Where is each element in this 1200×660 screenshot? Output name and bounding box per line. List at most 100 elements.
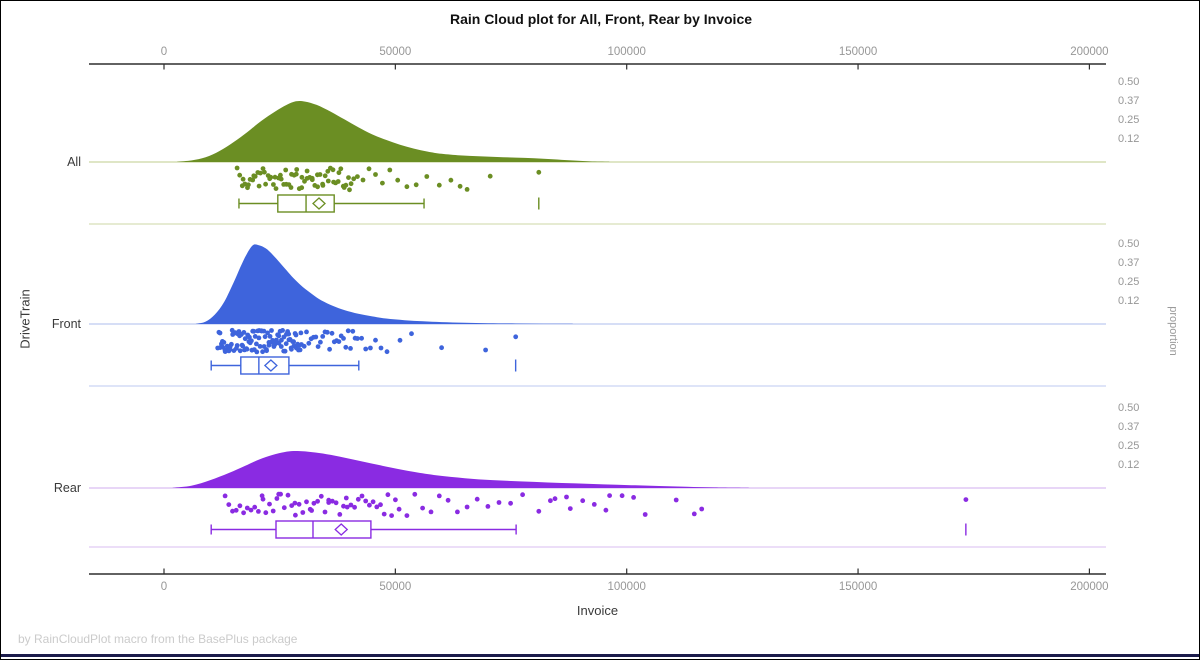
- rain-dot-rear: [496, 500, 502, 505]
- rain-dot-all: [258, 170, 263, 176]
- rain-dot-all: [304, 176, 310, 181]
- rain-dot-front: [264, 348, 269, 354]
- rain-dot-all: [536, 169, 542, 175]
- proportion-tick-label: 0.12: [1118, 295, 1139, 307]
- rain-dot-rear: [248, 507, 254, 513]
- rain-dot-rear: [256, 509, 261, 514]
- rain-dot-all: [262, 169, 267, 175]
- x-tick-label-bottom: 150000: [839, 581, 877, 593]
- proportion-tick-label: 0.37: [1118, 421, 1139, 433]
- rain-dot-rear: [304, 499, 309, 505]
- rain-dot-front: [288, 345, 294, 351]
- rain-dot-all: [272, 174, 278, 180]
- rain-dot-rear: [464, 504, 470, 510]
- rain-dot-all: [309, 177, 315, 183]
- density-all: [176, 101, 610, 162]
- rain-dot-front: [359, 335, 364, 341]
- rain-dot-front: [256, 335, 262, 341]
- rain-dot-rear: [963, 497, 969, 502]
- rain-dot-rear: [619, 493, 625, 499]
- rain-dot-front: [355, 336, 360, 341]
- proportion-tick-label: 0.37: [1118, 95, 1139, 107]
- rain-dot-all: [299, 185, 305, 191]
- rain-dot-all: [487, 173, 493, 179]
- rain-dot-rear: [343, 495, 349, 501]
- rain-dot-all: [299, 174, 305, 180]
- density-front: [195, 244, 574, 324]
- rain-dot-all: [322, 173, 328, 179]
- rain-dot-front: [513, 334, 519, 340]
- rain-dot-front: [368, 345, 373, 351]
- rain-dot-front: [341, 336, 346, 341]
- rain-dot-front: [329, 330, 335, 336]
- rain-dot-all: [234, 165, 240, 171]
- rain-dot-rear: [226, 502, 232, 507]
- rain-dot-rear: [252, 504, 258, 510]
- rain-dot-rear: [520, 492, 525, 498]
- rain-dot-front: [222, 347, 228, 353]
- mean-diamond-all: [312, 197, 326, 210]
- rain-dot-front: [217, 330, 223, 336]
- rain-dot-front: [260, 349, 265, 355]
- rain-dot-front: [324, 329, 330, 335]
- rain-dot-front: [249, 338, 254, 344]
- rain-dot-front: [296, 347, 301, 353]
- bottom-bar: [1, 654, 1199, 657]
- x-tick-label-bottom: 0: [161, 581, 167, 593]
- rain-dot-rear: [474, 496, 480, 502]
- rain-dot-rear: [420, 505, 425, 511]
- rain-dot-rear: [591, 502, 597, 507]
- rain-dot-rear: [396, 506, 402, 512]
- rain-dot-rear: [233, 507, 239, 513]
- x-tick-label-bottom: 200000: [1070, 581, 1108, 593]
- rain-dot-front: [241, 330, 247, 335]
- category-label-rear: Rear: [54, 481, 81, 495]
- rain-dot-front: [397, 337, 403, 343]
- rain-dot-front: [266, 342, 272, 348]
- rain-dot-all: [293, 171, 299, 177]
- rain-dot-rear: [363, 498, 369, 504]
- mean-diamond-front: [263, 359, 278, 372]
- rain-dot-front: [348, 346, 353, 351]
- rain-dot-all: [315, 184, 320, 190]
- rain-dot-front: [232, 330, 238, 336]
- rain-dot-front: [224, 343, 230, 349]
- rain-dot-all: [237, 172, 243, 178]
- rain-dot-rear: [309, 508, 314, 513]
- rain-dot-rear: [428, 509, 434, 515]
- rain-dot-front: [483, 347, 488, 353]
- rain-dot-rear: [276, 491, 282, 497]
- rain-dot-rear: [389, 513, 394, 518]
- rain-dot-all: [351, 176, 357, 182]
- rain-dot-front: [320, 334, 326, 339]
- rain-dot-rear: [263, 510, 269, 516]
- rain-dot-front: [409, 331, 414, 337]
- rain-dot-all: [267, 176, 273, 182]
- rain-dot-rear: [355, 496, 361, 502]
- rain-dot-all: [360, 177, 366, 183]
- rain-dot-front: [244, 346, 250, 352]
- rain-dot-all: [346, 175, 351, 181]
- rain-dot-front: [363, 346, 369, 352]
- rain-dot-rear: [699, 506, 705, 512]
- rain-dot-rear: [485, 504, 491, 509]
- rain-dot-all: [256, 183, 262, 189]
- rain-dot-rear: [631, 495, 636, 500]
- x-tick-label-top: 0: [161, 46, 167, 58]
- rain-dot-rear: [567, 506, 573, 511]
- rain-dot-front: [265, 330, 270, 336]
- rain-dot-front: [269, 328, 274, 333]
- rain-dot-front: [267, 334, 273, 339]
- rain-dot-all: [251, 173, 257, 179]
- rain-dot-rear: [455, 509, 460, 515]
- rain-dot-rear: [237, 503, 243, 509]
- rain-dot-rear: [318, 493, 324, 499]
- y-axis-label: DriveTrain: [17, 289, 33, 349]
- rain-dot-rear: [370, 499, 376, 505]
- rain-dot-rear: [580, 498, 586, 504]
- rain-dot-all: [294, 167, 300, 172]
- rain-dot-rear: [673, 497, 679, 503]
- rain-dot-front: [278, 344, 284, 349]
- rain-dot-front: [291, 339, 296, 345]
